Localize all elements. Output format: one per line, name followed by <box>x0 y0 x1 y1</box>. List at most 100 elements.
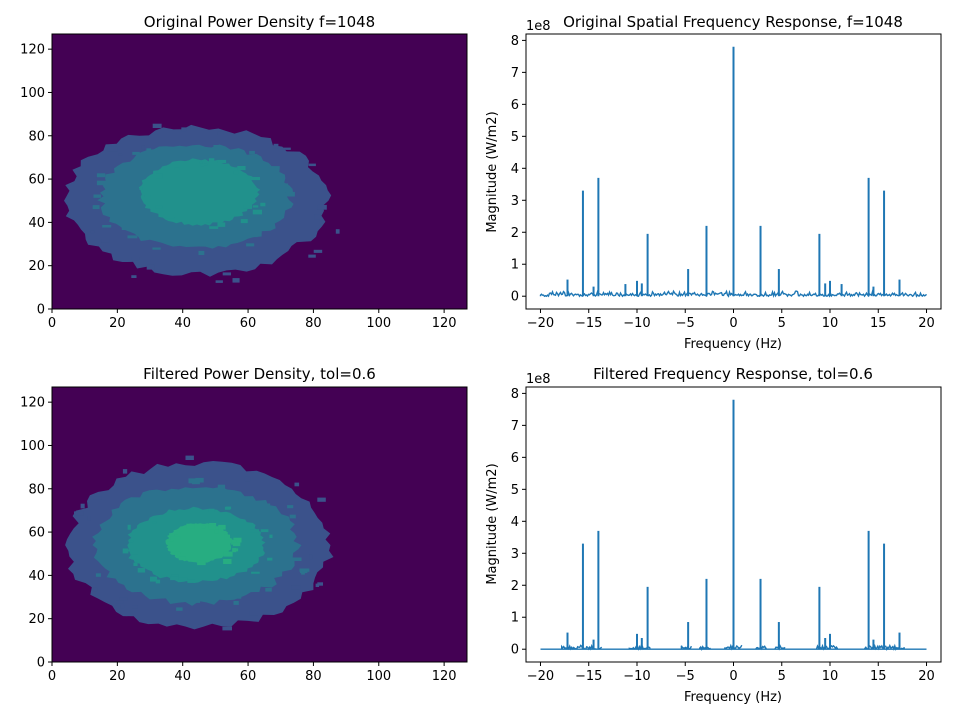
density-speckle <box>150 576 158 582</box>
density-speckle <box>208 508 215 512</box>
y-tick-label: 20 <box>28 612 45 627</box>
series-group <box>540 399 927 651</box>
original-power-density-title: Original Power Density f=1048 <box>144 13 375 31</box>
density-speckle <box>222 272 231 276</box>
density-speckle <box>146 264 155 270</box>
density-speckle <box>282 183 289 187</box>
density-speckle <box>133 562 138 566</box>
density-speckle <box>90 230 95 234</box>
density-speckle <box>141 145 145 150</box>
density-speckle <box>309 554 313 560</box>
y-tick-label: 1 <box>511 611 519 626</box>
density-speckle <box>93 496 102 500</box>
density-speckle <box>146 148 152 152</box>
y-tick-label: 60 <box>28 173 45 188</box>
density-levels <box>64 123 340 283</box>
density-speckle <box>224 534 230 540</box>
density-speckle <box>155 579 161 584</box>
x-tick-label: −15 <box>575 316 602 331</box>
density-speckle <box>197 624 201 628</box>
y-tick-label: 0 <box>511 643 519 658</box>
density-speckle <box>95 573 101 577</box>
density-speckle <box>109 530 114 534</box>
x-tick-label: 100 <box>366 669 391 684</box>
density-speckle <box>263 503 271 508</box>
density-speckle <box>222 626 232 631</box>
density-speckle <box>233 537 242 543</box>
x-tick-label: 40 <box>174 316 191 331</box>
density-speckle <box>178 556 186 561</box>
density-speckle <box>317 204 327 210</box>
density-speckle <box>96 173 106 178</box>
density-speckle <box>252 209 262 215</box>
density-speckle <box>87 516 91 521</box>
density-speckle <box>250 177 260 181</box>
density-speckle <box>223 551 233 557</box>
y-tick-label: 4 <box>511 515 519 530</box>
density-speckle <box>220 529 224 534</box>
x-tick-label: 120 <box>432 669 457 684</box>
density-speckle <box>93 587 98 592</box>
density-speckle <box>166 539 174 542</box>
y-tick-label: 8 <box>511 34 519 49</box>
original-frequency-response-plot: Original Spatial Frequency Response, f=1… <box>485 13 942 352</box>
density-speckle <box>74 511 84 516</box>
density-speckle <box>265 171 276 174</box>
density-speckle <box>195 477 204 483</box>
density-level-2 <box>138 158 261 226</box>
density-speckle <box>209 523 217 527</box>
density-speckle <box>176 607 183 611</box>
density-speckle <box>122 548 129 554</box>
original-frequency-response-offset-text: 1e8 <box>526 19 551 34</box>
density-speckle <box>155 205 163 209</box>
y-tick-label: 20 <box>28 259 45 274</box>
density-speckle <box>208 524 216 530</box>
density-speckle <box>165 216 175 219</box>
density-speckle <box>243 205 252 209</box>
x-tick-label: 80 <box>305 669 322 684</box>
x-tick-label: 20 <box>918 669 935 684</box>
density-speckle <box>218 524 226 530</box>
y-tick-label: 0 <box>511 290 519 305</box>
density-speckle <box>244 476 251 482</box>
x-tick-label: 5 <box>778 669 786 684</box>
density-speckle <box>131 257 140 261</box>
y-tick-label: 40 <box>28 569 45 584</box>
density-speckle <box>251 571 260 574</box>
x-tick-label: −5 <box>676 669 695 684</box>
density-speckle <box>198 250 205 255</box>
density-speckle <box>152 521 157 524</box>
y-tick-label: 8 <box>511 387 519 402</box>
x-tick-label: 10 <box>822 316 839 331</box>
density-speckle <box>170 536 181 540</box>
density-speckle <box>240 219 248 224</box>
density-speckle <box>128 549 132 552</box>
filtered-power-density-plot: Filtered Power Density, tol=0.6 0 20 40 60 8… <box>20 365 468 684</box>
density-speckle <box>232 278 240 283</box>
x-tick-label: 15 <box>870 669 887 684</box>
x-tick-label: 20 <box>918 316 935 331</box>
density-speckle <box>157 467 163 470</box>
density-speckle <box>308 254 316 258</box>
density-speckle <box>174 534 179 537</box>
y-tick-label: 120 <box>20 396 45 411</box>
x-tick-label: −20 <box>527 316 554 331</box>
density-speckle <box>300 569 308 574</box>
x-tick-label: −20 <box>527 669 554 684</box>
y-tick-label: 120 <box>20 43 45 58</box>
density-speckle <box>127 524 131 530</box>
density-speckle <box>156 494 162 500</box>
density-speckle <box>120 604 125 609</box>
density-speckle <box>137 568 146 573</box>
density-speckle <box>291 585 301 590</box>
density-speckle <box>115 600 124 604</box>
density-speckle <box>132 605 138 609</box>
density-speckle <box>122 469 128 474</box>
density-speckle <box>232 548 237 553</box>
x-tick-label: −10 <box>623 316 650 331</box>
x-tick-label: 10 <box>822 669 839 684</box>
density-speckle <box>280 190 286 193</box>
density-speckle <box>187 579 196 583</box>
original-power-density-plot: Original Power Density f=1048 0 20 40 60 80 1… <box>20 13 468 331</box>
density-speckle <box>200 161 204 167</box>
